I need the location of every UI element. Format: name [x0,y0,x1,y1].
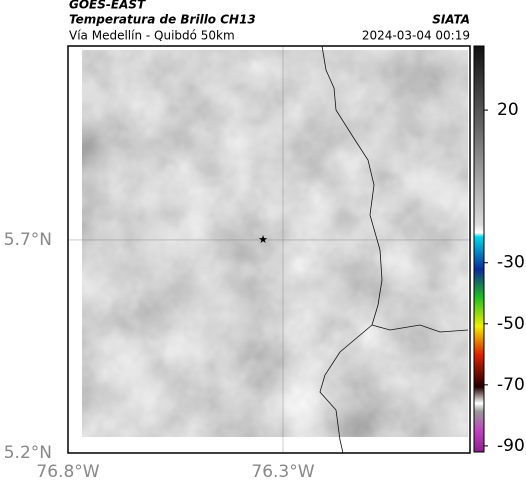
source: SIATA [432,13,470,27]
location-marker: ★ [258,233,268,246]
title: GOES-EAST [69,0,146,12]
satellite-image [82,50,468,437]
lon-label: 76.8°W [36,462,99,482]
colorbar-label: -70 [497,375,525,395]
timestamp: 2024-03-04 00:19 [362,29,470,43]
lat-label: 5.7°N [4,230,52,250]
lon-label: 76.3°W [251,462,314,482]
colorbar-label: -50 [497,314,525,334]
subtitle: Temperatura de Brillo CH13 [69,13,256,27]
colorbar-label: 20 [497,100,519,120]
colorbar [473,45,485,453]
lat-label: 5.2°N [4,443,52,463]
colorbar-label: -30 [497,253,525,273]
border-line [319,45,469,454]
colorbar-label: -90 [497,436,525,456]
map-frame [67,45,471,454]
route: Vía Medellín - Quibdó 50km [69,29,235,43]
